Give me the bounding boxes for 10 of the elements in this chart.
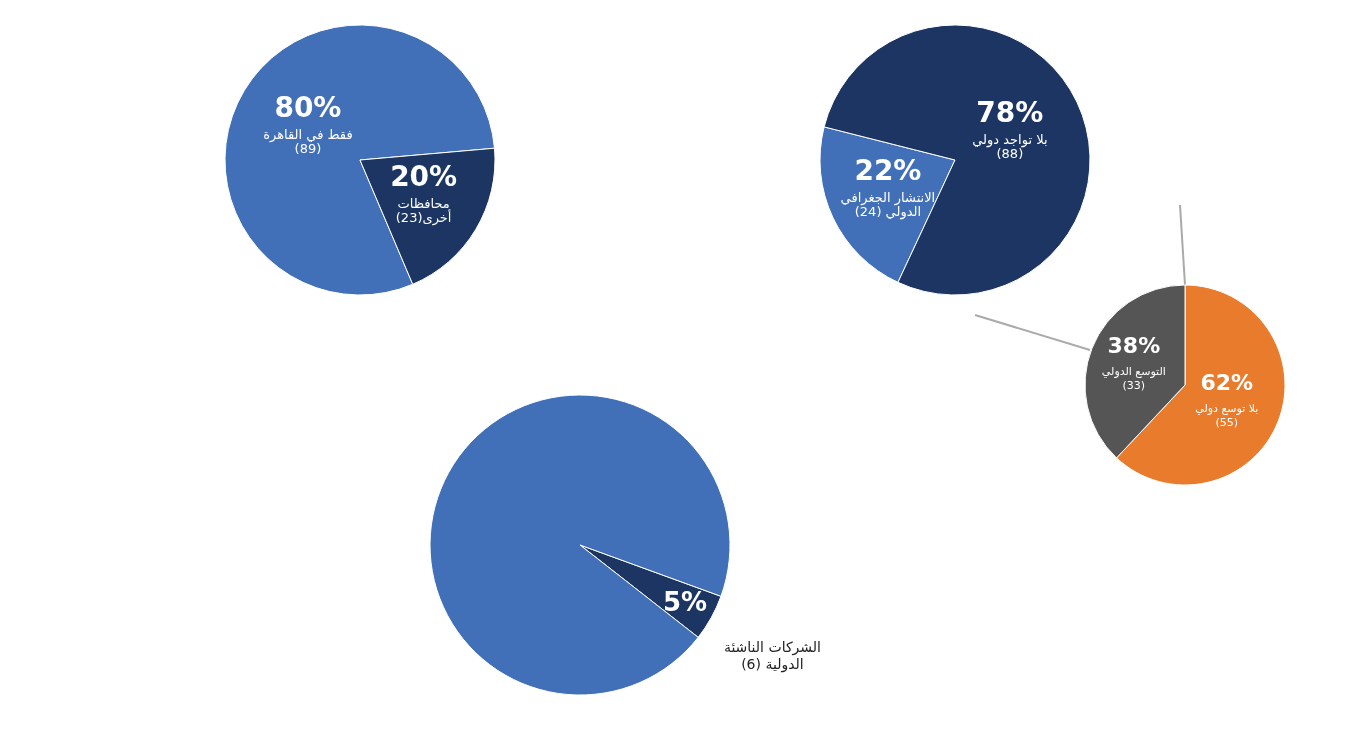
data-label: 78% [976,95,1044,129]
data-label: 62% [1200,369,1254,395]
data-label: 5% [662,587,708,618]
data-label: 38% [1107,332,1161,358]
slice-label: الانتشار الجغرافي الدولي (24) [840,189,936,220]
data-label: 80% [274,90,342,124]
data-label: 20% [390,160,458,194]
slice-label: الشركات الناشئة الدولية (6) [723,638,821,673]
data-label: 22% [854,153,922,187]
slice-label: محافظات أخرى(23) [395,196,452,227]
